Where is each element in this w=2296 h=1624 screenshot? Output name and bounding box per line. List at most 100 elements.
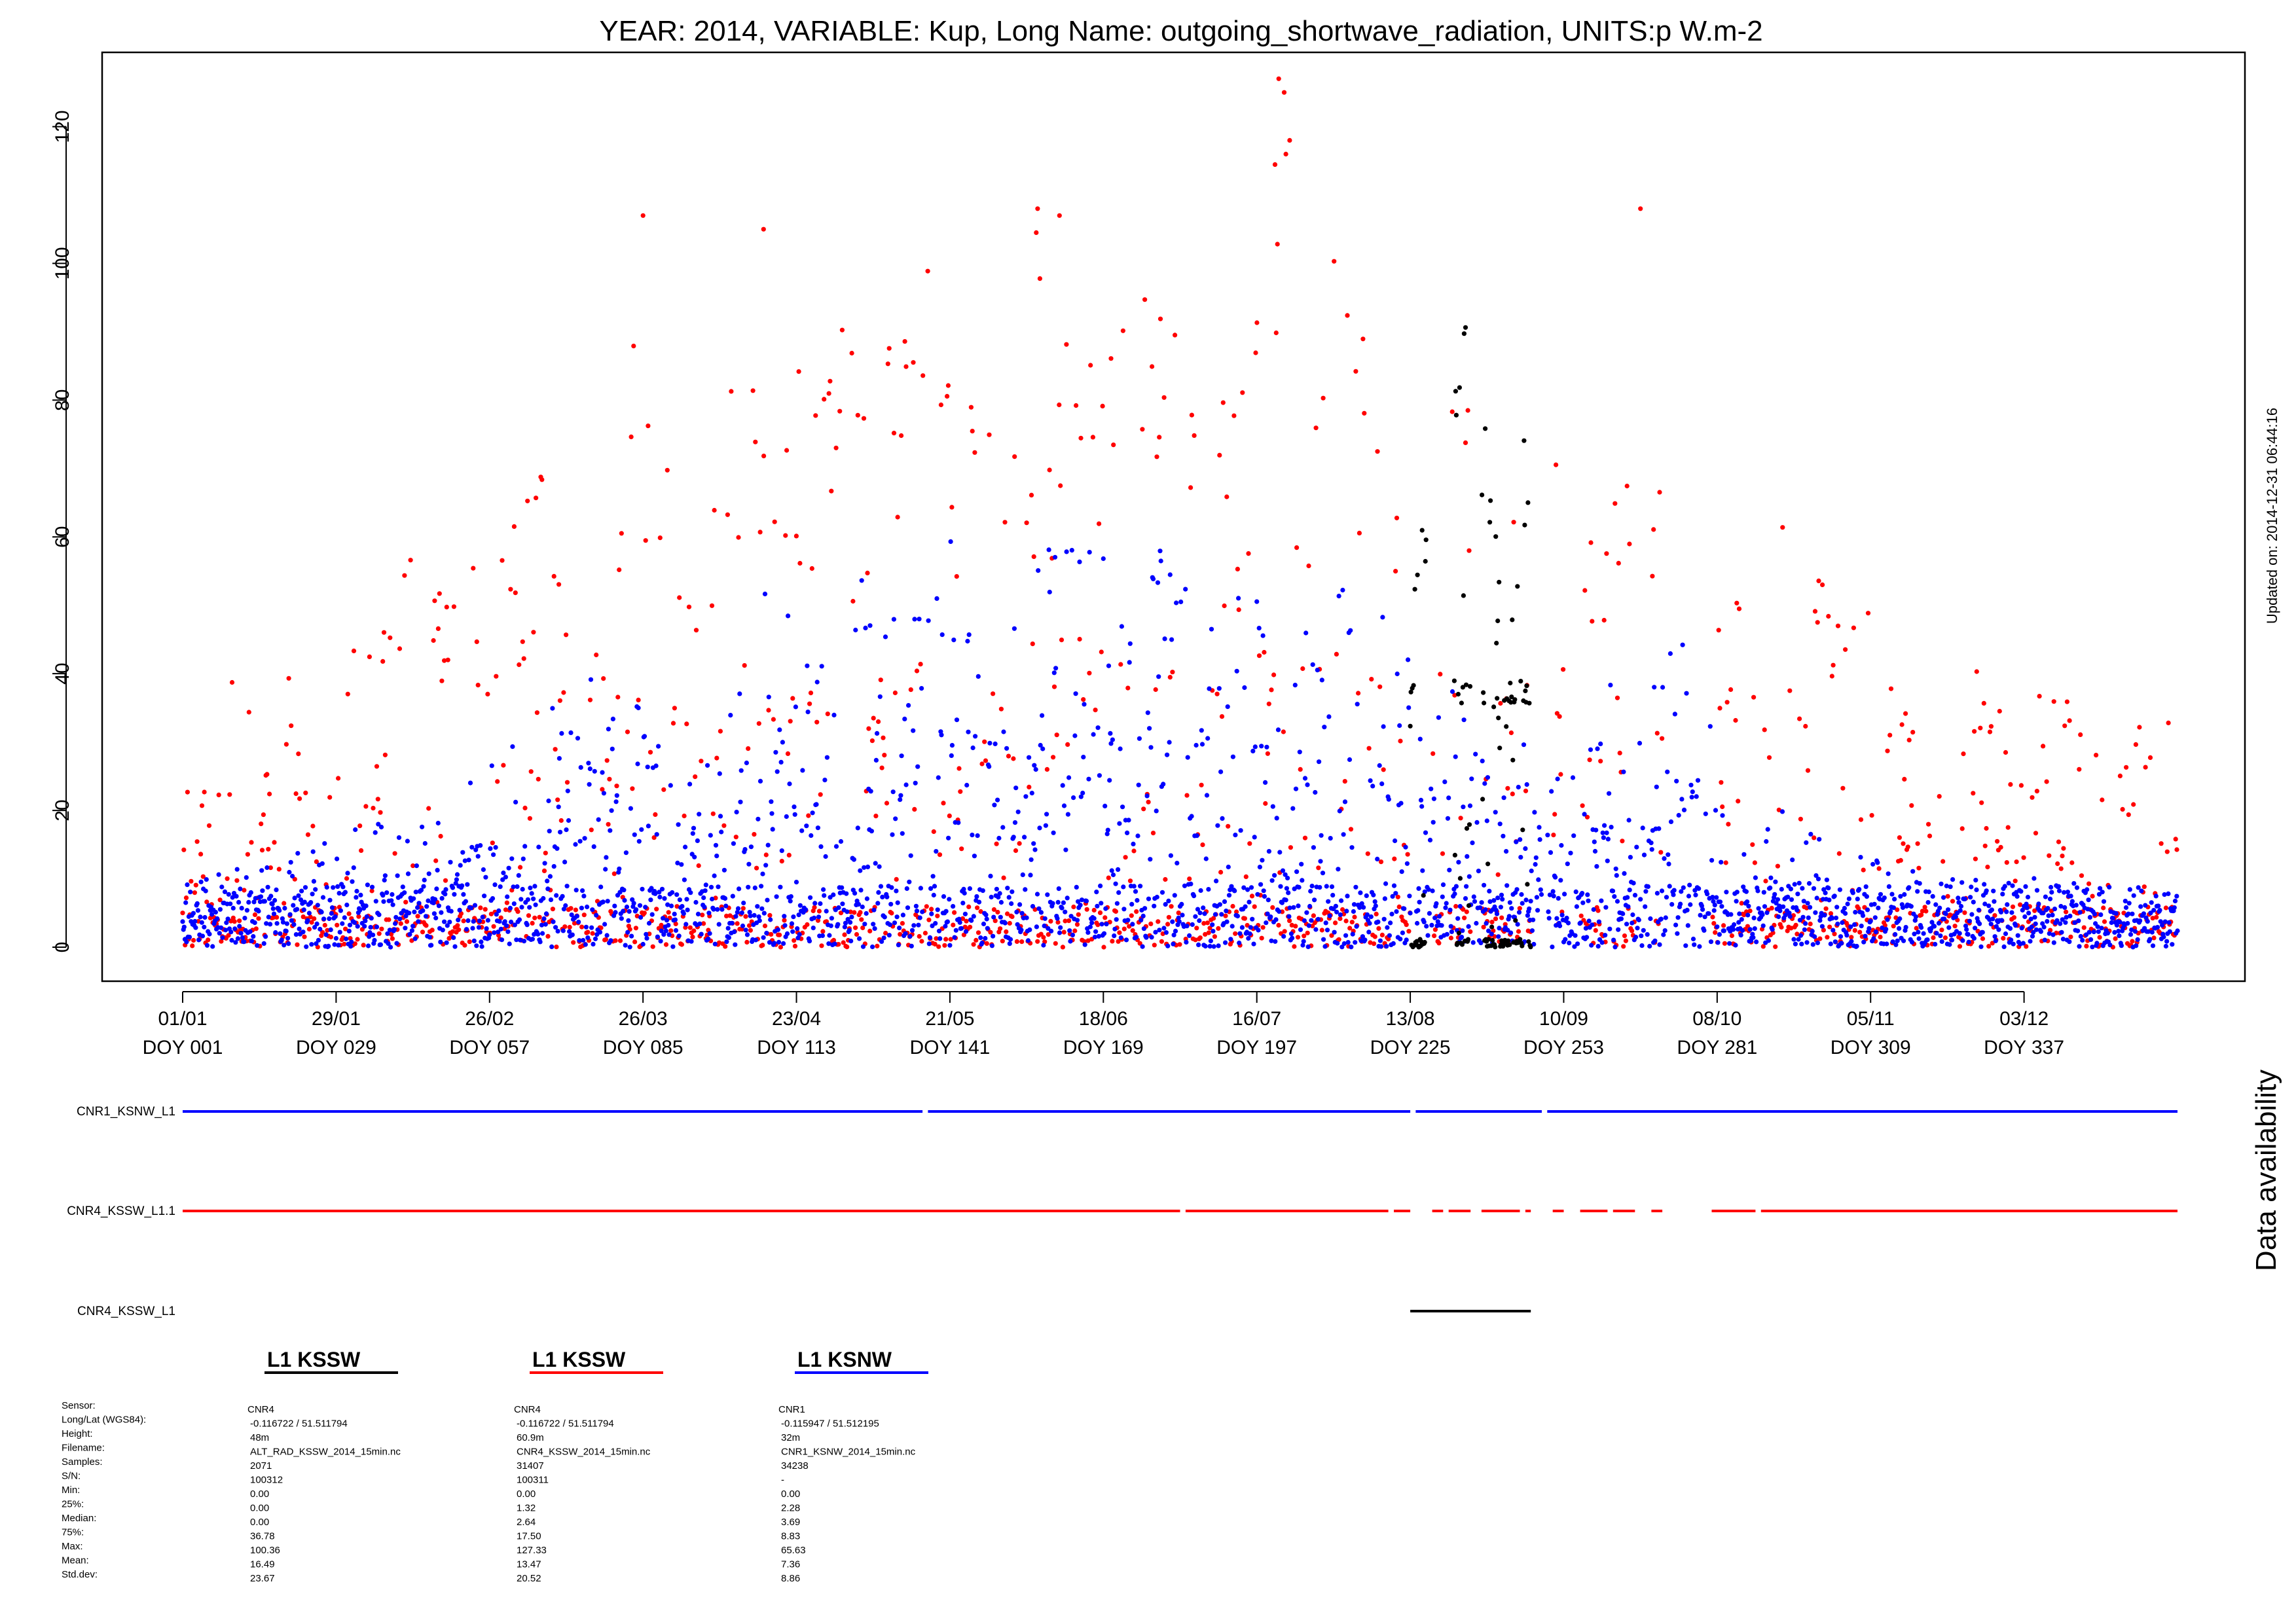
blue-point bbox=[824, 755, 829, 760]
blue-point bbox=[657, 894, 663, 900]
blue-point bbox=[1443, 905, 1448, 911]
x-tick-date: 05/11 bbox=[1847, 1008, 1895, 1030]
blue-point bbox=[1354, 924, 1359, 929]
blue-point bbox=[550, 706, 555, 711]
blue-point bbox=[1029, 857, 1034, 862]
red-point bbox=[1554, 462, 1559, 467]
blue-point bbox=[729, 920, 735, 926]
red-point bbox=[912, 806, 917, 812]
red-point bbox=[1762, 727, 1767, 732]
blue-point bbox=[1893, 942, 1899, 947]
red-point bbox=[607, 776, 612, 782]
red-point bbox=[972, 450, 977, 455]
blue-point bbox=[1700, 907, 1705, 912]
blue-point bbox=[997, 891, 1002, 896]
blue-point bbox=[1324, 884, 1329, 889]
red-point bbox=[1375, 449, 1380, 454]
blue-point bbox=[217, 907, 223, 912]
blue-point bbox=[1307, 903, 1313, 909]
red-point bbox=[515, 909, 520, 914]
red-point bbox=[564, 632, 569, 638]
blue-point bbox=[1596, 919, 1601, 924]
blue-point bbox=[1042, 916, 1048, 921]
blue-point bbox=[1698, 912, 1703, 918]
stats-row-label: Height: bbox=[62, 1428, 93, 1439]
red-point bbox=[1462, 915, 1467, 920]
blue-point bbox=[787, 781, 792, 787]
blue-point bbox=[730, 893, 735, 899]
blue-point bbox=[1136, 782, 1141, 787]
red-point bbox=[1091, 907, 1097, 913]
blue-point bbox=[1976, 907, 1982, 912]
blue-point bbox=[496, 929, 501, 935]
blue-point bbox=[2029, 924, 2034, 929]
blue-point bbox=[268, 922, 273, 927]
blue-point bbox=[746, 884, 751, 890]
blue-point bbox=[2019, 926, 2024, 931]
red-point bbox=[1129, 913, 1134, 918]
blue-point bbox=[2172, 905, 2177, 911]
blue-point bbox=[1607, 926, 1613, 931]
blue-point bbox=[1006, 895, 1011, 900]
red-point bbox=[443, 878, 448, 883]
blue-point bbox=[295, 907, 300, 912]
red-point bbox=[2154, 914, 2159, 920]
red-point bbox=[1077, 636, 1082, 642]
blue-point bbox=[204, 943, 210, 948]
red-point bbox=[1973, 856, 1978, 861]
blue-point bbox=[637, 903, 643, 908]
blue-point bbox=[1921, 931, 1926, 936]
red-point bbox=[1891, 924, 1896, 929]
blue-point bbox=[626, 918, 631, 923]
red-point bbox=[842, 932, 847, 937]
blue-point bbox=[246, 899, 251, 905]
blue-point bbox=[1496, 934, 1501, 939]
blue-point bbox=[737, 886, 742, 892]
red-point bbox=[1012, 454, 1017, 460]
red-point bbox=[564, 780, 570, 785]
blue-point bbox=[1322, 944, 1328, 949]
blue-point bbox=[1406, 657, 1411, 662]
blue-point bbox=[1296, 903, 1301, 909]
red-point bbox=[818, 792, 823, 797]
blue-point bbox=[1245, 887, 1250, 892]
red-point bbox=[442, 658, 447, 663]
blue-point bbox=[328, 927, 333, 932]
blue-point bbox=[1559, 912, 1565, 918]
blue-point bbox=[1480, 759, 1485, 764]
blue-point bbox=[1292, 683, 1298, 688]
blue-point bbox=[712, 941, 718, 947]
blue-point bbox=[1753, 875, 1758, 880]
blue-point bbox=[2022, 914, 2028, 920]
blue-point bbox=[492, 930, 497, 935]
blue-point bbox=[868, 789, 873, 794]
blue-point bbox=[1878, 892, 1884, 897]
blue-point bbox=[1556, 895, 1561, 901]
blue-point bbox=[1656, 826, 1662, 831]
blue-point bbox=[553, 925, 558, 930]
blue-point bbox=[1051, 830, 1056, 835]
blue-point bbox=[1353, 940, 1358, 945]
red-point bbox=[1616, 560, 1621, 566]
black-point bbox=[1518, 937, 1523, 942]
blue-point bbox=[774, 769, 780, 774]
blue-point bbox=[875, 901, 881, 906]
blue-point bbox=[1261, 888, 1266, 893]
blue-point bbox=[746, 861, 752, 867]
blue-point bbox=[1754, 939, 1759, 945]
blue-point bbox=[504, 923, 509, 928]
red-point bbox=[1828, 911, 1834, 916]
blue-point bbox=[489, 763, 494, 768]
blue-point bbox=[1370, 784, 1376, 789]
red-point bbox=[1259, 935, 1264, 941]
red-point bbox=[839, 327, 845, 333]
blue-point bbox=[632, 832, 637, 837]
red-point bbox=[1789, 926, 1794, 931]
blue-point bbox=[431, 900, 436, 905]
red-point bbox=[501, 763, 506, 768]
blue-point bbox=[983, 912, 989, 918]
blue-point bbox=[1235, 913, 1240, 919]
blue-point bbox=[918, 886, 923, 891]
blue-point bbox=[1846, 896, 1851, 901]
red-point bbox=[309, 920, 314, 925]
